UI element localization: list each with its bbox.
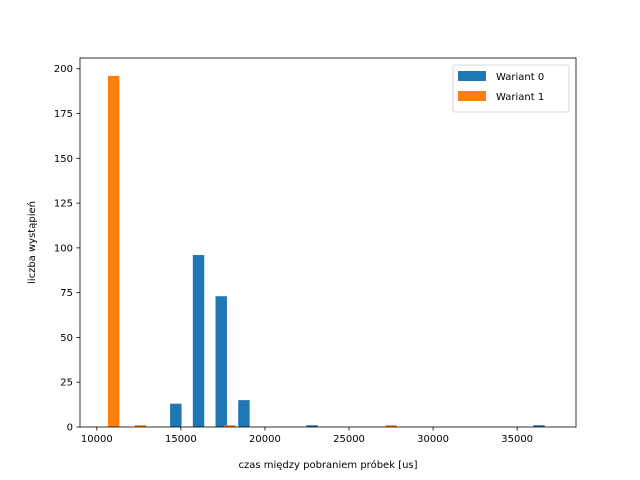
bar-series0-4: [306, 425, 318, 427]
axes-frame: [79, 57, 577, 428]
bar-series0-5: [533, 425, 545, 427]
x-tick-label: 20000: [249, 434, 281, 445]
x-axis-label: czas między pobraniem próbek [us]: [238, 459, 417, 471]
y-axis: 0 25 50 75 100 125 150 175 200: [54, 64, 80, 434]
bar-series1-1: [134, 425, 147, 427]
y-tick-label: 150: [54, 154, 73, 165]
y-tick-label: 25: [60, 378, 73, 389]
bar-series1-2: [223, 425, 236, 427]
legend-label: Wariant 0: [496, 72, 544, 83]
bars: [107, 75, 545, 427]
bar-series0-2: [215, 296, 227, 427]
bar-series1-3: [385, 425, 397, 427]
y-tick-label: 0: [67, 423, 73, 434]
legend-swatch: [458, 71, 486, 81]
bar-series0-0: [170, 403, 182, 427]
x-tick-label: 35000: [501, 434, 533, 445]
legend-label: Wariant 1: [496, 92, 544, 103]
bar-series1-0: [107, 75, 120, 427]
x-tick-label: 30000: [417, 434, 449, 445]
y-tick-label: 50: [60, 333, 73, 344]
y-axis-label: liczba wystąpień: [26, 201, 38, 284]
x-tick-label: 25000: [333, 434, 365, 445]
x-axis: 10000 15000 20000 25000 30000 35000: [81, 427, 533, 445]
bar-series0-3: [238, 400, 250, 427]
y-tick-label: 75: [60, 288, 73, 299]
x-tick-label: 10000: [81, 434, 113, 445]
y-tick-label: 100: [54, 243, 73, 254]
y-tick-label: 200: [54, 64, 73, 75]
y-tick-label: 175: [54, 109, 73, 120]
legend: Wariant 0 Wariant 1: [452, 64, 570, 113]
y-tick-label: 125: [54, 199, 73, 210]
legend-swatch: [458, 91, 486, 101]
x-tick-label: 15000: [165, 434, 197, 445]
bar-series0-1: [192, 255, 205, 427]
